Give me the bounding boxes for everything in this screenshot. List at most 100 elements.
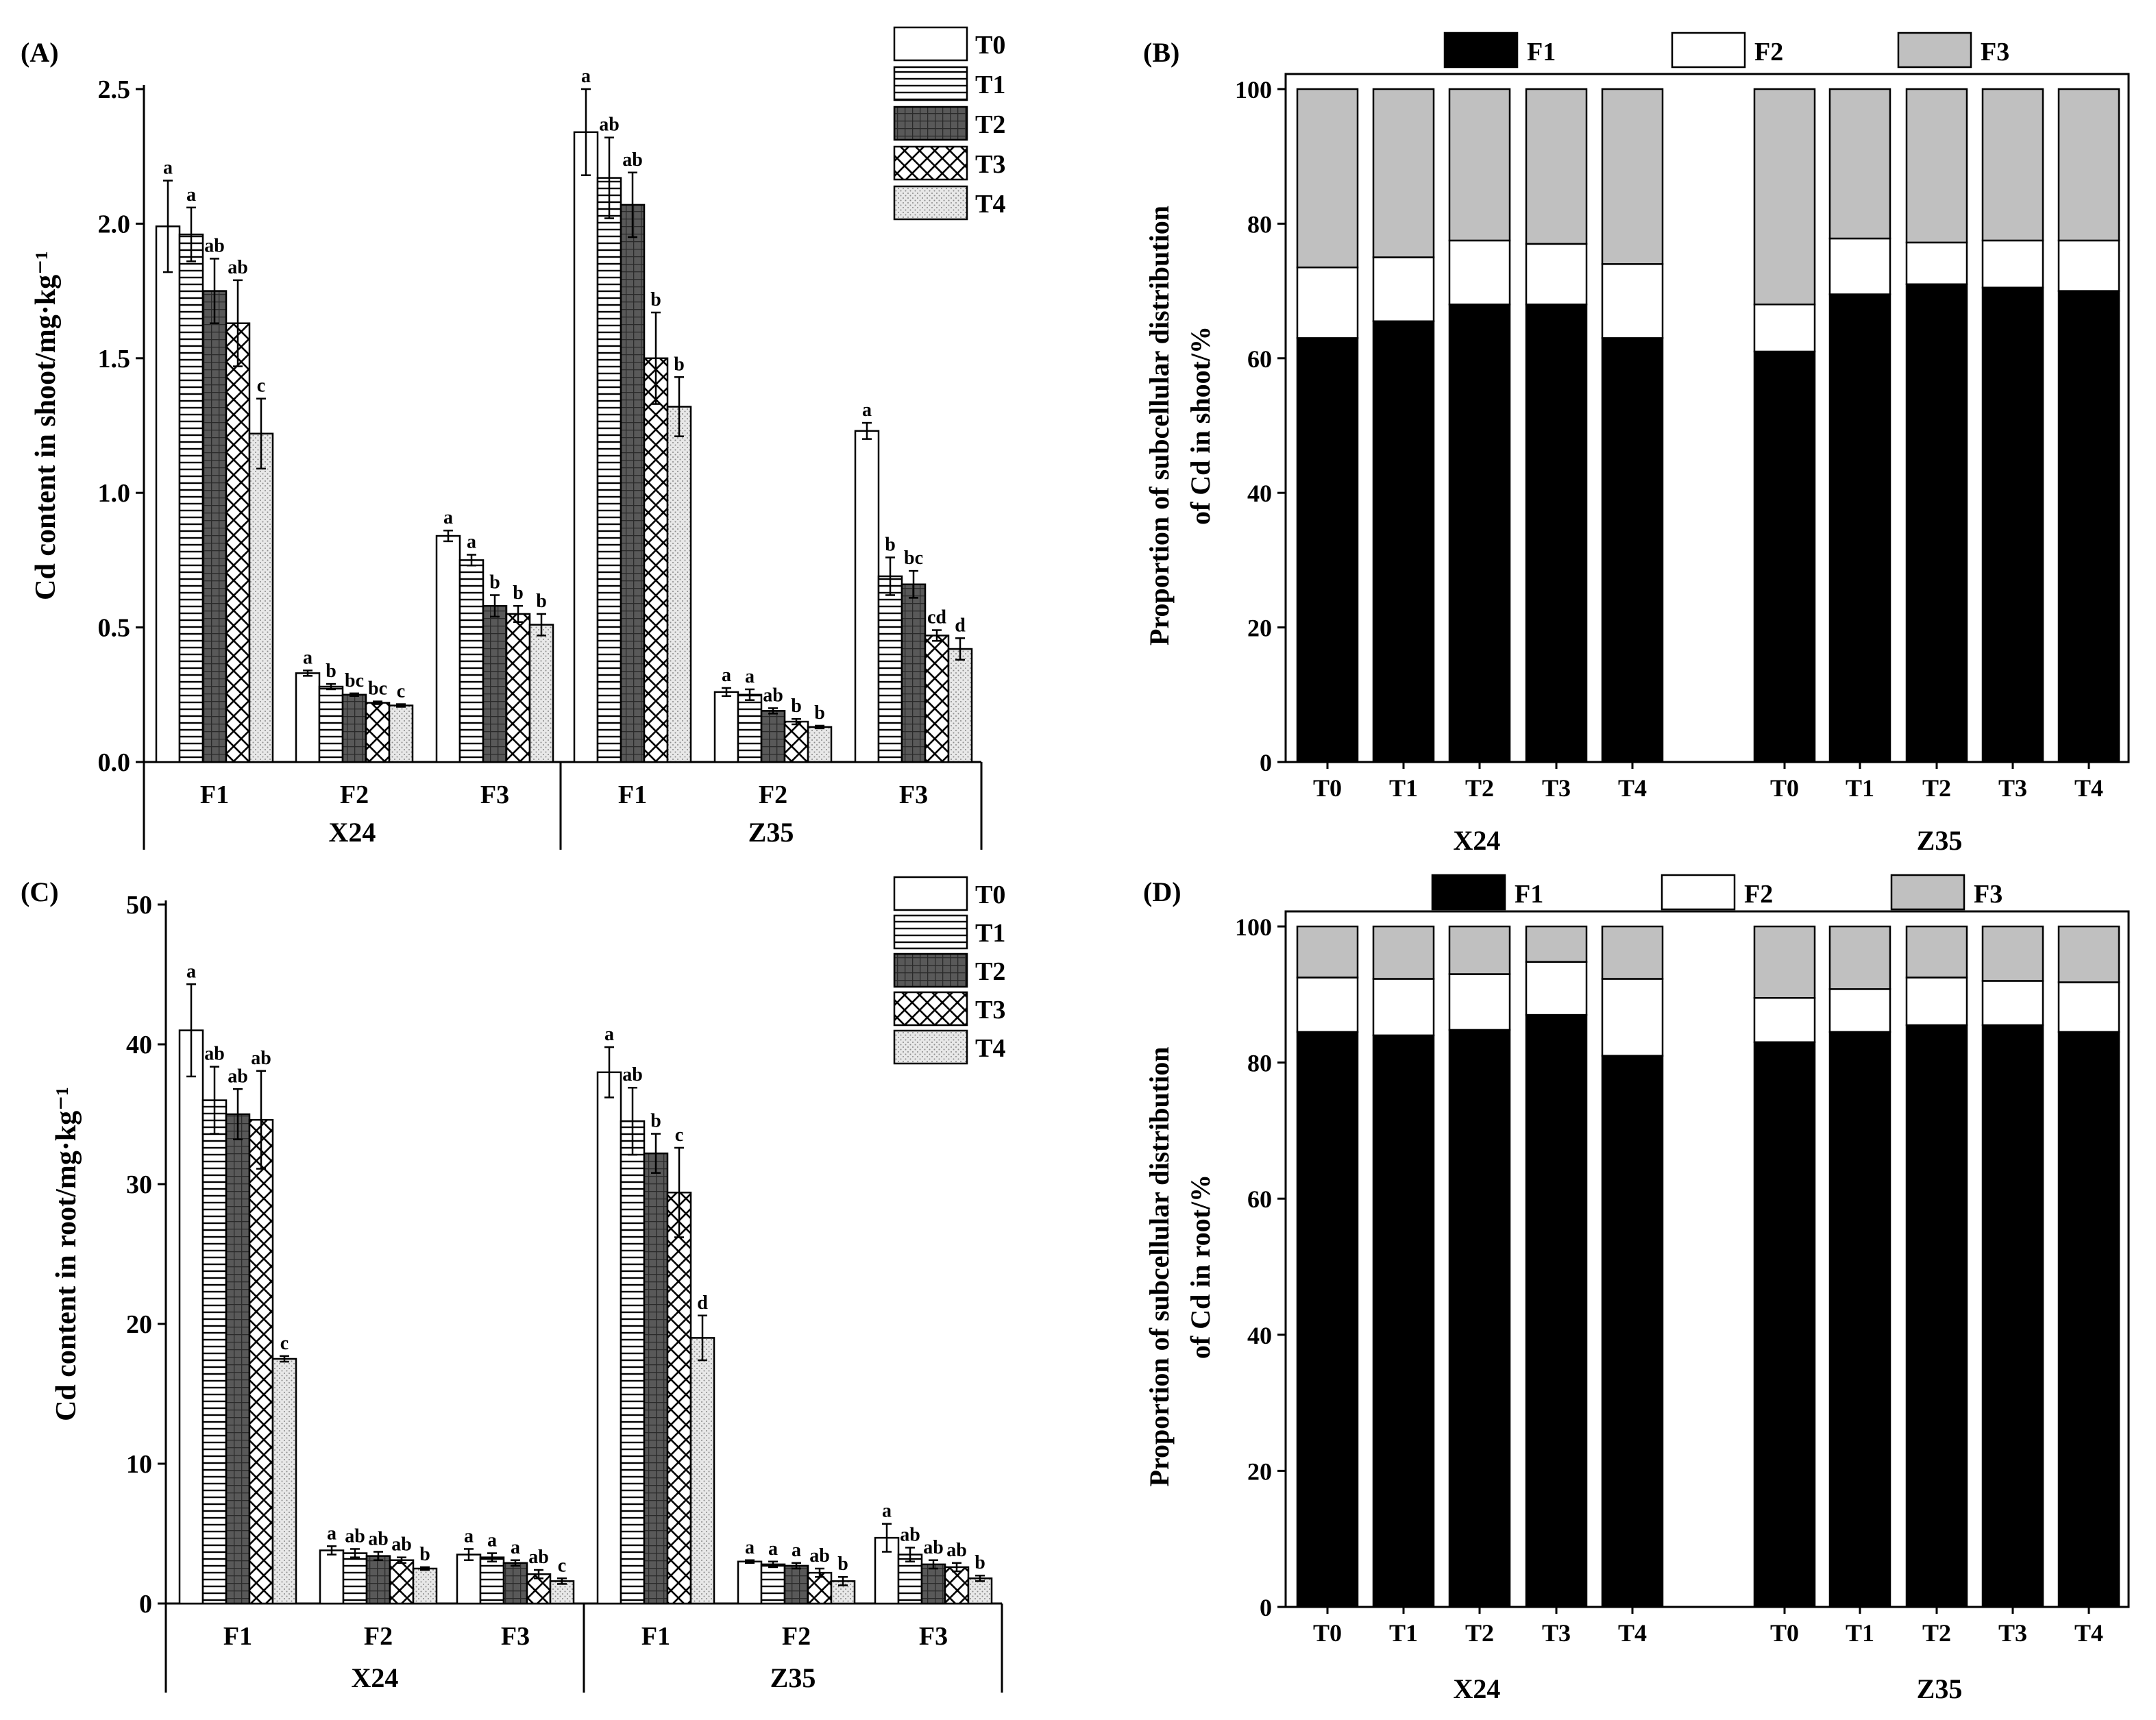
stack-segment-f3 xyxy=(2057,88,2120,242)
stack-segment-f2 xyxy=(2057,981,2120,1033)
panel-label: (C) xyxy=(21,876,59,907)
bar-t3 xyxy=(389,1559,415,1605)
stack-segment-f3 xyxy=(1753,88,1816,306)
legend-swatch-t4 xyxy=(893,1029,968,1065)
bar-t3 xyxy=(365,702,391,763)
significance-letter: ab xyxy=(204,235,225,256)
bar-t4 xyxy=(412,1567,438,1605)
legend-swatch-f3 xyxy=(1890,874,1965,911)
stack-segment-f3 xyxy=(1905,88,1968,244)
x-tick-label: T4 xyxy=(1618,1619,1647,1647)
bar-t2 xyxy=(783,1564,809,1605)
stack-segment-f3 xyxy=(2057,925,2120,983)
stack-segment-f2 xyxy=(1296,266,1359,339)
x-tick-label: F2 xyxy=(364,1622,393,1651)
x-tick-label: T1 xyxy=(1389,774,1418,802)
stack-segment-f2 xyxy=(1828,237,1891,295)
bar-t1 xyxy=(760,1563,786,1605)
legend-label: F2 xyxy=(1744,880,1773,909)
significance-letter: bc xyxy=(345,670,364,691)
group-label: X24 xyxy=(329,817,376,848)
y-tick-label: 20 xyxy=(126,1310,152,1339)
significance-letter: a xyxy=(745,1537,755,1558)
y-tick-label: 40 xyxy=(1247,1322,1272,1349)
x-tick-label: T3 xyxy=(1998,774,2027,802)
legend-label: F1 xyxy=(1515,880,1543,909)
significance-letter: a xyxy=(604,1024,614,1045)
x-tick-label: F1 xyxy=(200,781,229,809)
x-tick-label: T2 xyxy=(1465,1619,1494,1647)
legend-label: F2 xyxy=(1754,38,1783,66)
bar-t2 xyxy=(920,1563,946,1605)
bar-t2 xyxy=(620,204,646,763)
group-label: X24 xyxy=(1454,825,1501,856)
stack-segment-f2 xyxy=(1828,988,1891,1033)
stack-segment-f1 xyxy=(1525,1013,1588,1608)
x-tick-label: T2 xyxy=(1922,774,1951,802)
bar-t3 xyxy=(225,322,251,763)
y-tick-label: 0.0 xyxy=(98,748,131,777)
stack-segment-f2 xyxy=(1296,976,1359,1033)
legend-label: T1 xyxy=(975,71,1005,99)
stack-segment-f2 xyxy=(1448,239,1511,306)
stack-segment-f1 xyxy=(1448,303,1511,763)
bar-t2 xyxy=(760,710,786,763)
x-tick-label: F2 xyxy=(759,781,787,809)
bar-t0 xyxy=(178,1029,204,1605)
significance-letter: ab xyxy=(923,1537,944,1558)
legend-swatch-t0 xyxy=(893,876,968,911)
stack-segment-f2 xyxy=(1753,303,1816,353)
significance-letter: b xyxy=(513,582,524,604)
significance-letter: d xyxy=(697,1292,708,1314)
significance-letter: a xyxy=(467,532,476,553)
stack-segment-f3 xyxy=(1372,88,1435,258)
bar-t4 xyxy=(689,1337,715,1605)
significance-letter: a xyxy=(186,961,196,982)
significance-letter: ab xyxy=(622,1064,643,1085)
x-tick-label: F3 xyxy=(899,781,928,809)
significance-letter: c xyxy=(675,1125,683,1146)
stack-segment-f3 xyxy=(1828,88,1891,240)
bar-t4 xyxy=(666,406,692,763)
significance-letter: b xyxy=(326,661,336,682)
x-tick-label: F2 xyxy=(340,781,369,809)
significance-letter: b xyxy=(791,696,802,717)
bar-t3 xyxy=(248,1118,274,1605)
legend-swatch-t2 xyxy=(893,106,968,141)
significance-letter: b xyxy=(536,591,547,612)
legend-label: T1 xyxy=(975,919,1005,948)
significance-letter: b xyxy=(674,354,685,375)
stack-segment-f1 xyxy=(1296,337,1359,763)
significance-letter: bc xyxy=(904,548,923,569)
y-axis-title: Cd content in shoot/mg·kg⁻¹ xyxy=(30,251,62,600)
stack-segment-f1 xyxy=(1828,1031,1891,1608)
group-label: Z35 xyxy=(1917,1673,1963,1704)
y-tick-label: 60 xyxy=(1247,345,1272,373)
bar-t1 xyxy=(737,693,763,763)
significance-letter: b xyxy=(419,1544,430,1565)
x-tick-label: T2 xyxy=(1465,774,1494,802)
significance-letter: b xyxy=(489,572,500,593)
y-tick-label: 0 xyxy=(1260,1594,1272,1621)
bar-t4 xyxy=(388,704,414,763)
legend-swatch-t1 xyxy=(893,914,968,950)
legend-label: T4 xyxy=(975,190,1005,219)
y-tick-label: 30 xyxy=(126,1170,152,1199)
x-tick-label: F3 xyxy=(480,781,509,809)
significance-letter: ab xyxy=(763,685,783,706)
x-tick-label: T2 xyxy=(1922,1619,1951,1647)
significance-letter: ab xyxy=(809,1545,830,1567)
stack-segment-f3 xyxy=(1753,925,1816,999)
stack-segment-f1 xyxy=(1525,303,1588,763)
bar-t0 xyxy=(319,1549,345,1605)
stack-segment-f2 xyxy=(1981,980,2044,1027)
panel-d: (D) 0 20 40 60 80 100 Proportion of subcellular… xyxy=(1143,874,2130,1704)
legend-label: T3 xyxy=(975,996,1005,1024)
bar-t4 xyxy=(807,726,833,763)
bar-t3 xyxy=(505,613,531,763)
group-label: X24 xyxy=(1454,1673,1501,1704)
stack-segment-f2 xyxy=(1372,256,1435,323)
bar-t4 xyxy=(271,1357,297,1605)
bar-t1 xyxy=(342,1552,368,1605)
significance-letter: ab xyxy=(345,1525,365,1547)
